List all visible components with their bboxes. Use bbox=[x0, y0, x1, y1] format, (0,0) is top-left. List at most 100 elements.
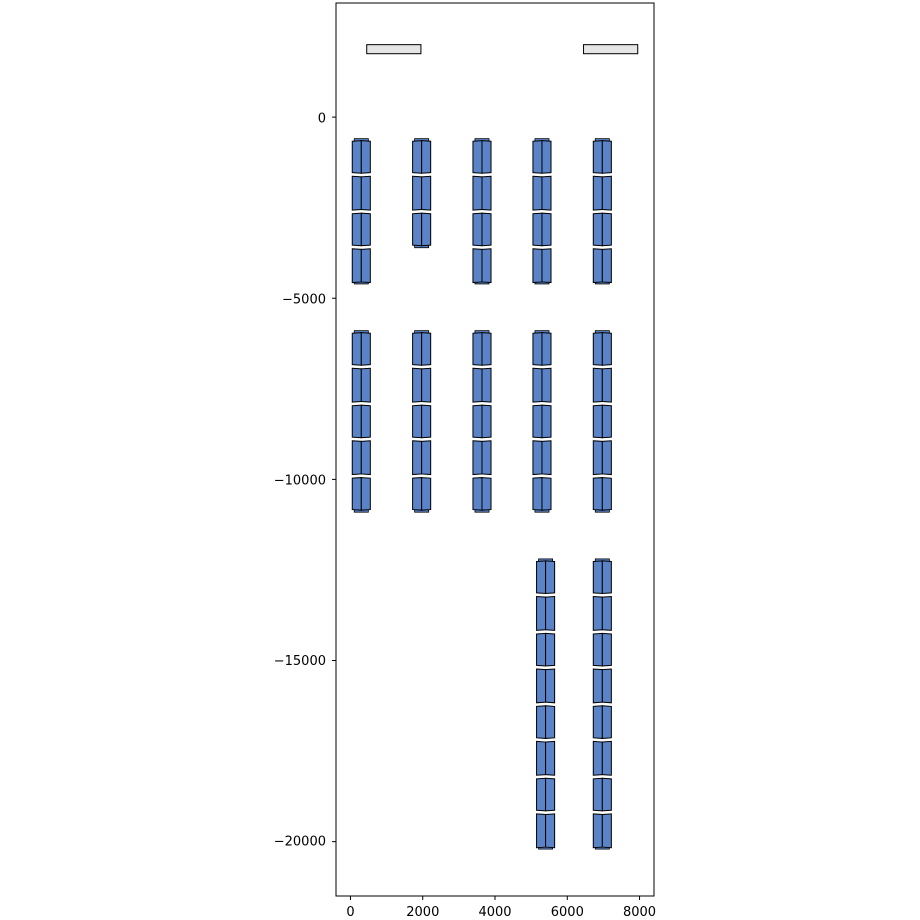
panel-right bbox=[602, 249, 611, 283]
panel-right bbox=[422, 213, 431, 246]
panel-left bbox=[593, 741, 602, 775]
x-tick-label: 4000 bbox=[478, 905, 511, 920]
panel-column bbox=[473, 331, 491, 513]
panel-left bbox=[593, 597, 602, 631]
panel-right bbox=[602, 213, 611, 246]
panel-right bbox=[482, 213, 491, 246]
panel-left bbox=[473, 213, 482, 246]
panel-left bbox=[537, 814, 546, 848]
panel-right bbox=[542, 478, 551, 511]
panel-right bbox=[422, 478, 431, 511]
panel-left bbox=[473, 478, 482, 511]
y-tick-label: −15000 bbox=[274, 654, 326, 669]
panel-right bbox=[361, 405, 370, 438]
panel-right bbox=[602, 669, 611, 703]
panel-right bbox=[546, 633, 555, 666]
panel-left bbox=[593, 706, 602, 739]
panel-column bbox=[593, 331, 611, 513]
panel-right bbox=[482, 441, 491, 475]
x-tick-label: 0 bbox=[346, 905, 354, 920]
panel-left bbox=[533, 478, 542, 511]
panel-left bbox=[593, 778, 602, 811]
bar-rect bbox=[584, 45, 638, 54]
panel-right bbox=[361, 141, 370, 174]
panel-left bbox=[593, 213, 602, 246]
panel-right bbox=[546, 778, 555, 811]
panel-left bbox=[413, 478, 422, 511]
panel-left bbox=[473, 405, 482, 438]
panel-left bbox=[352, 405, 361, 438]
panel-left bbox=[352, 368, 361, 402]
panel-left bbox=[473, 333, 482, 366]
panel-right bbox=[542, 333, 551, 366]
panel-right bbox=[602, 478, 611, 511]
panel-right bbox=[482, 368, 491, 402]
panel-right bbox=[361, 176, 370, 210]
panel-right bbox=[361, 368, 370, 402]
panel-right bbox=[422, 141, 431, 174]
panel-left bbox=[537, 778, 546, 811]
panel-left bbox=[413, 405, 422, 438]
panel-right bbox=[361, 249, 370, 283]
panel-right bbox=[361, 213, 370, 246]
panel-right bbox=[422, 333, 431, 366]
panel-left bbox=[593, 669, 602, 703]
panel-left bbox=[413, 213, 422, 246]
panel-right bbox=[482, 141, 491, 174]
panel-right bbox=[546, 814, 555, 848]
panel-left bbox=[533, 213, 542, 246]
panel-right bbox=[602, 368, 611, 402]
panel-right bbox=[602, 741, 611, 775]
panel-right bbox=[482, 176, 491, 210]
panel-left bbox=[593, 249, 602, 283]
panel-right bbox=[546, 597, 555, 631]
panel-left bbox=[537, 669, 546, 703]
panel-left bbox=[537, 561, 546, 594]
panel-left bbox=[537, 633, 546, 666]
panel-column bbox=[413, 331, 431, 513]
panel-left bbox=[352, 249, 361, 283]
panel-left bbox=[352, 478, 361, 511]
x-tick-label: 6000 bbox=[551, 905, 584, 920]
panel-right bbox=[602, 141, 611, 174]
panel-right bbox=[602, 405, 611, 438]
panel-left bbox=[413, 441, 422, 475]
panel-left bbox=[473, 368, 482, 402]
panel-right bbox=[361, 333, 370, 366]
panel-right bbox=[542, 405, 551, 438]
panel-right bbox=[602, 441, 611, 475]
x-tick-label: 2000 bbox=[406, 905, 439, 920]
panel-left bbox=[533, 405, 542, 438]
panel-left bbox=[593, 814, 602, 848]
panel-left bbox=[413, 176, 422, 210]
panel-left bbox=[537, 741, 546, 775]
panel-right bbox=[361, 441, 370, 475]
panel-right bbox=[602, 814, 611, 848]
panel-right bbox=[542, 368, 551, 402]
panel-right bbox=[361, 478, 370, 511]
panel-right bbox=[542, 213, 551, 246]
panel-left bbox=[413, 141, 422, 174]
x-axis: 0 2000 4000 6000 8000 bbox=[346, 896, 656, 920]
panel-right bbox=[602, 633, 611, 666]
panel-left bbox=[352, 176, 361, 210]
panel-right bbox=[542, 249, 551, 283]
panel-right bbox=[546, 669, 555, 703]
panel-left bbox=[473, 249, 482, 283]
panel-left bbox=[593, 368, 602, 402]
panel-left bbox=[352, 141, 361, 174]
panel-left bbox=[533, 441, 542, 475]
y-tick-label: −10000 bbox=[274, 474, 326, 489]
panel-left bbox=[593, 405, 602, 438]
panel-left bbox=[537, 597, 546, 631]
y-tick-label: −5000 bbox=[282, 293, 326, 308]
panel-right bbox=[482, 333, 491, 366]
panel-column bbox=[413, 139, 431, 248]
panel-right bbox=[422, 405, 431, 438]
bar-rect bbox=[367, 45, 421, 54]
panel-right bbox=[482, 405, 491, 438]
panel-right bbox=[602, 778, 611, 811]
panel-left bbox=[473, 141, 482, 174]
panel-right bbox=[482, 478, 491, 511]
